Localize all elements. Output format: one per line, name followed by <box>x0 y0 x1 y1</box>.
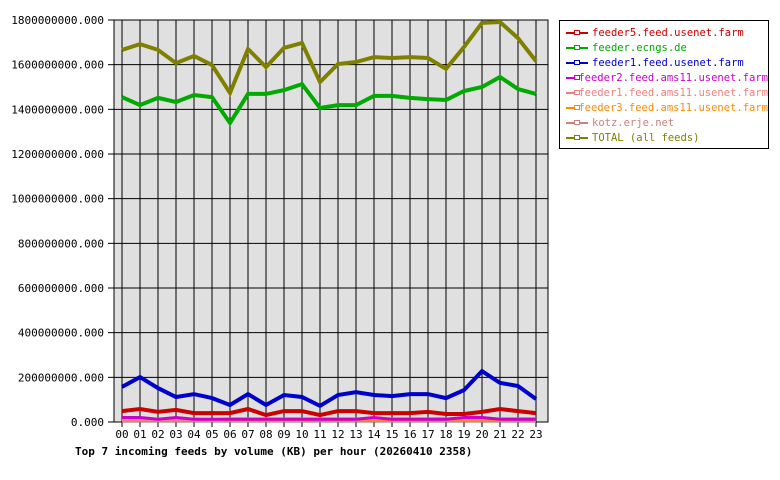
x-tick-label: 03 <box>169 428 182 441</box>
x-tick-label: 12 <box>331 428 344 441</box>
y-tick-label: 1000000000.000 <box>11 193 104 206</box>
legend: feeder5.feed.usenet.farm feeder.ecngs.de f… <box>559 20 769 149</box>
legend-item: feeder1.feed.ams11.usenet.farm <box>560 85 768 100</box>
series-lines <box>121 19 538 423</box>
x-tick-label: 23 <box>529 428 542 441</box>
x-tick-label: 10 <box>295 428 308 441</box>
legend-line-icon <box>566 59 588 65</box>
legend-item: feeder5.feed.usenet.farm <box>560 25 768 40</box>
y-tick-label: 1400000000.000 <box>11 103 104 116</box>
legend-line-icon <box>566 104 581 110</box>
x-tick-label: 05 <box>205 428 218 441</box>
legend-item: TOTAL (all feeds) <box>560 130 768 145</box>
x-tick-label: 18 <box>439 428 452 441</box>
x-tick-label: 04 <box>187 428 201 441</box>
x-tick-label: 06 <box>223 428 236 441</box>
y-axis: 0.000 200000000.000 400000000.000 600000000… <box>11 14 114 429</box>
x-tick-label: 07 <box>241 428 254 441</box>
x-tick-label: 11 <box>313 428 326 441</box>
y-tick-label: 1200000000.000 <box>11 148 104 161</box>
legend-label: feeder.ecngs.de <box>592 41 687 54</box>
legend-label: feeder3.feed.ams11.usenet.farm <box>578 101 768 114</box>
y-tick-label: 1600000000.000 <box>11 59 104 72</box>
y-tick-label: 0.000 <box>71 416 104 429</box>
y-tick-label: 1800000000.000 <box>11 14 104 27</box>
x-axis: 00 01 02 03 04 05 06 07 08 09 10 11 12 13 14 15 16 17 18 19… <box>115 428 542 441</box>
legend-item: feeder2.feed.ams11.usenet.farm <box>560 70 768 85</box>
legend-line-icon <box>566 134 588 140</box>
series-line <box>121 74 537 127</box>
legend-line-icon <box>566 74 581 80</box>
legend-line-icon <box>566 89 581 95</box>
legend-line-icon <box>566 44 588 50</box>
y-tick-label: 800000000.000 <box>18 237 104 250</box>
legend-label: feeder1.feed.usenet.farm <box>592 56 744 69</box>
x-tick-label: 13 <box>349 428 362 441</box>
y-tick-label: 200000000.000 <box>18 371 104 384</box>
plot-area <box>113 19 549 423</box>
x-tick-label: 20 <box>475 428 488 441</box>
legend-item: feeder3.feed.ams11.usenet.farm <box>560 100 768 115</box>
legend-label: feeder5.feed.usenet.farm <box>592 26 744 39</box>
legend-label: feeder2.feed.ams11.usenet.farm <box>578 71 768 84</box>
x-tick-label: 21 <box>493 428 506 441</box>
series-line <box>122 415 536 421</box>
x-tick-label: 22 <box>511 428 524 441</box>
chart-title: Top 7 incoming feeds by volume (KB) per … <box>75 445 472 458</box>
x-tick-label: 19 <box>457 428 470 441</box>
legend-item: feeder.ecngs.de <box>560 40 768 55</box>
legend-item: kotz.erje.net <box>560 115 768 130</box>
x-tick-label: 09 <box>277 428 290 441</box>
series-line <box>121 406 537 418</box>
series-line <box>121 19 538 98</box>
legend-label: kotz.erje.net <box>592 116 675 129</box>
series-line <box>121 368 538 409</box>
x-tick-label: 17 <box>421 428 434 441</box>
x-tick-label: 08 <box>259 428 272 441</box>
x-tick-label: 15 <box>385 428 398 441</box>
legend-item: feeder1.feed.usenet.farm <box>560 55 768 70</box>
legend-label: TOTAL (all feeds) <box>592 131 700 144</box>
y-tick-label: 400000000.000 <box>18 327 104 340</box>
y-tick-label: 600000000.000 <box>18 282 104 295</box>
legend-line-icon <box>566 119 588 125</box>
x-tick-label: 00 <box>115 428 128 441</box>
x-tick-label: 01 <box>133 428 146 441</box>
legend-line-icon <box>566 29 588 35</box>
x-tick-label: 02 <box>151 428 164 441</box>
x-tick-label: 14 <box>367 428 381 441</box>
x-tick-label: 16 <box>403 428 416 441</box>
legend-label: feeder1.feed.ams11.usenet.farm <box>578 86 768 99</box>
